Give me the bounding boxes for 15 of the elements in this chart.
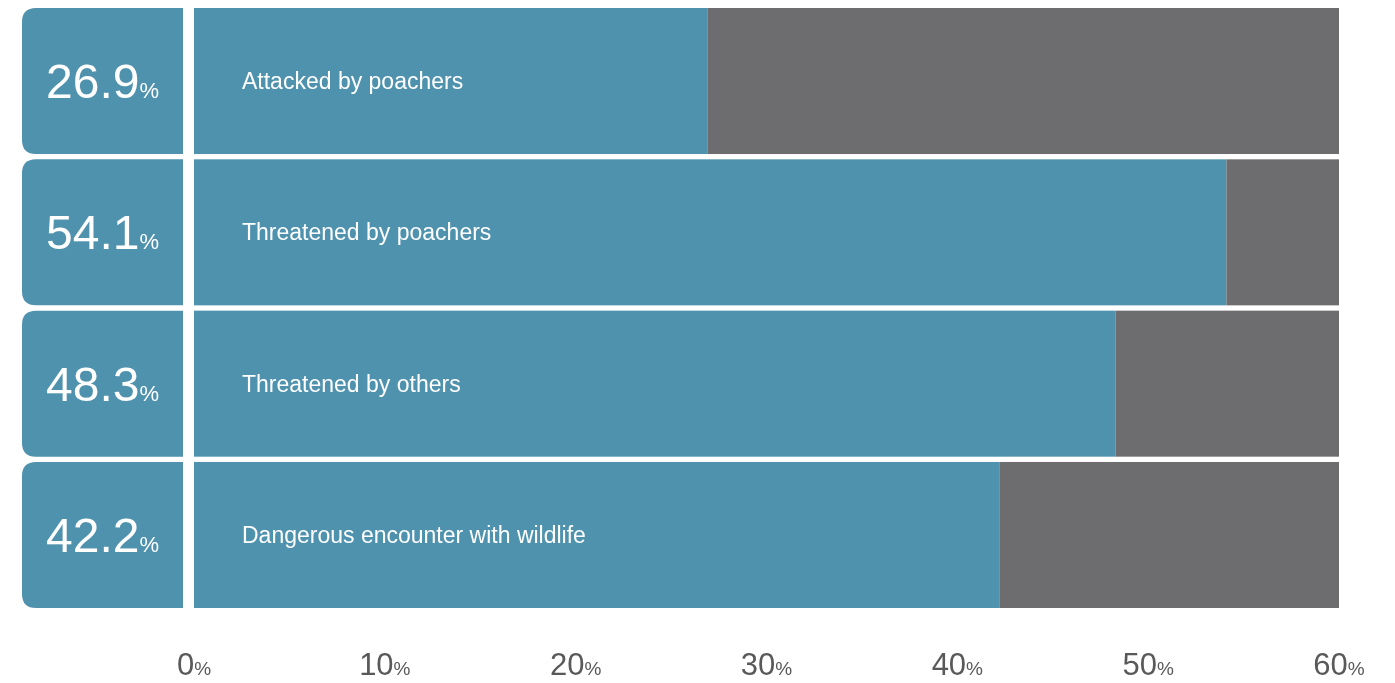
data-label: 42.2% <box>46 508 159 562</box>
x-tick-label: 50% <box>1122 647 1174 682</box>
x-tick-label: 40% <box>931 647 984 682</box>
y-tick-label: Threatened by others <box>242 370 461 397</box>
x-tick-label: 10% <box>359 647 411 682</box>
x-tick-label: 0% <box>176 647 212 682</box>
x-tick-label: 60% <box>1313 647 1365 682</box>
data-label: 26.9% <box>46 55 159 109</box>
x-tick-label: 30% <box>740 647 793 682</box>
y-tick-label: Dangerous encounter with wildlife <box>242 521 586 548</box>
y-tick-label: Attacked by poachers <box>242 68 464 95</box>
data-label: 48.3% <box>46 357 159 411</box>
data-label: 54.1% <box>46 206 159 260</box>
x-tick-label: 20% <box>549 647 602 682</box>
y-tick-label: Threatened by poachers <box>242 219 492 246</box>
